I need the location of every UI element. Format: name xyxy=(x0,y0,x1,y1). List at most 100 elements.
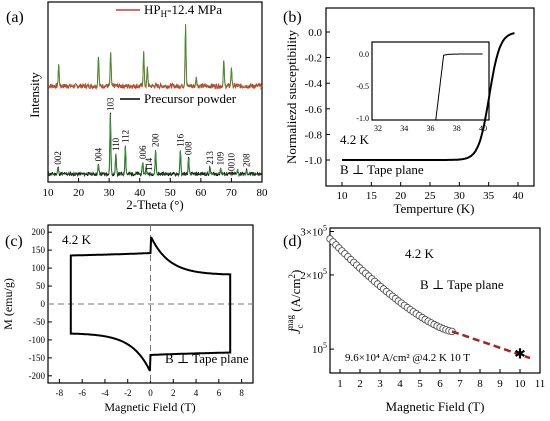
panel-d-xtick-label: 3 xyxy=(377,378,383,390)
panel-d-ylabel-sup: mag xyxy=(285,315,295,331)
panel-c-xtick-label: 2 xyxy=(171,388,176,398)
panel-d-marker-10T: ✱ xyxy=(514,347,526,362)
panel-b-inset-ytick-label: -1.0 xyxy=(356,114,369,123)
panel-d-ytick-label: 105 xyxy=(312,341,327,356)
panel-c-annotation-temp: 4.2 K xyxy=(62,232,92,247)
panel-b-inset-xtick-label: 40 xyxy=(479,124,487,133)
panel-a-xtick-label: 50 xyxy=(165,187,177,199)
panel-d-xtick-label: 9 xyxy=(497,378,503,390)
panel-b-ytick-label: 0.0 xyxy=(308,27,322,39)
panel-a-peak-label: 114 xyxy=(144,157,154,171)
panel-d-ytick-base: 3×10 xyxy=(300,227,323,239)
panel-a-xlabel: 2-Theta (°) xyxy=(126,197,184,212)
panel-d-annotation-temp: 4.2 K xyxy=(405,246,435,261)
panel-a-peak-label: 0010 xyxy=(226,153,236,172)
panel-c-annotation-field: B ⊥ Tape plane xyxy=(165,351,249,366)
panel-b-inset-xticks: 32 34 36 38 40 xyxy=(374,124,487,133)
panel-b-inset-xtick-label: 32 xyxy=(374,124,382,133)
panel-d-ytick-base: 10 xyxy=(312,344,324,356)
panel-d-xticks: 1 2 3 4 5 6 7 8 9 10 11 xyxy=(337,369,545,390)
panel-d-xtick-label: 8 xyxy=(477,378,483,390)
panel-a-series-precursor-fit xyxy=(48,113,262,175)
panel-b-ytick-label: -1.0 xyxy=(305,155,323,167)
panel-d-xtick-label: 11 xyxy=(535,378,546,390)
panel-b-xtick-label: 15 xyxy=(366,190,378,202)
panel-c-xtick-label: 0 xyxy=(148,388,153,398)
panel-d-series-points xyxy=(326,235,456,336)
panel-b-inset-xtick-label: 38 xyxy=(453,124,461,133)
panel-d-ytick-base: 2×10 xyxy=(300,270,323,282)
panel-b-ytick-label: -0.4 xyxy=(305,78,323,90)
panel-d-letter: (d) xyxy=(283,233,302,250)
panel-b: (b) Normaliezd susceptibility Temperture… xyxy=(283,7,535,216)
panel-b-inset-yticks: -1.0 -0.5 0.0 xyxy=(356,50,369,123)
panel-d-ytick-label: 2×105 xyxy=(300,267,327,282)
panel-d-xtick-label: 7 xyxy=(457,378,463,390)
panel-c-ytick-label: 50 xyxy=(36,281,46,291)
panel-c-xtick-label: -6 xyxy=(78,388,86,398)
panel-a-series-hp xyxy=(47,24,263,91)
panel-a-ylabel: Intensity xyxy=(27,72,42,118)
panel-a-letter: (a) xyxy=(6,9,24,26)
panel-d-xtick-label: 2 xyxy=(357,378,363,390)
panel-a-peak-label: 002 xyxy=(53,151,63,165)
panel-a-legend-hp: HPH-12.4 MPa xyxy=(144,2,222,19)
panel-b-inset-ytick-label: 0.0 xyxy=(359,50,369,59)
panel-c-ytick-label: -50 xyxy=(33,317,45,327)
panel-b-inset-ytick-label: -0.5 xyxy=(356,82,369,91)
panel-a-peak-label: 213 xyxy=(205,151,215,165)
panel-c-ytick-label: -100 xyxy=(29,335,46,345)
panel-d-ytick-label: 3×105 xyxy=(300,224,327,239)
panel-b-annotation-temp: 4.2 K xyxy=(340,132,370,147)
panel-a-legend-precursor: Precursor powder xyxy=(144,91,237,106)
panel-d-xlabel: Magnetic Field (T) xyxy=(386,399,485,414)
panel-a-xtick-label: 40 xyxy=(134,187,146,199)
panel-c-ytick-label: -150 xyxy=(29,353,46,363)
panel-b-ytick-label: -0.8 xyxy=(305,129,323,141)
panel-c-xtick-label: -8 xyxy=(56,388,64,398)
panel-d-xtick-label: 4 xyxy=(397,378,403,390)
panel-d-annotation-value: 9.6×10⁴ A/cm² @4.2 K 10 T xyxy=(345,352,470,364)
panel-d-xtick-label: 1 xyxy=(337,378,343,390)
panel-d-ytick-exp: 5 xyxy=(323,267,327,276)
panel-b-xtick-label: 40 xyxy=(513,190,525,202)
panel-b-inset-xtick-label: 34 xyxy=(400,124,408,133)
panel-b-inset-frame xyxy=(371,41,490,121)
panel-a-peak-label: 006 xyxy=(138,145,148,159)
panel-d-ytick-exp: 5 xyxy=(323,341,327,350)
panel-a-peak-label: 103 xyxy=(105,97,115,111)
panel-a-xtick-label: 10 xyxy=(43,187,55,199)
panel-c-xtick-label: -2 xyxy=(124,388,132,398)
panel-d-xtick-label: 10 xyxy=(515,378,527,390)
panel-b-xtick-label: 35 xyxy=(483,190,495,202)
panel-c-letter: (c) xyxy=(5,233,23,250)
panel-d-annotation-field: B ⊥ Tape plane xyxy=(420,277,504,292)
panel-a-xtick-label: 80 xyxy=(257,187,269,199)
panel-b-inset-xtick-label: 36 xyxy=(427,124,435,133)
panel-c-xtick-label: 6 xyxy=(217,388,222,398)
panel-a-xtick-label: 70 xyxy=(226,187,238,199)
panel-a-legend-hp-main: HP xyxy=(144,2,161,17)
panel-a-peak-label: 008 xyxy=(184,141,194,155)
panel-c-ylabel: M (emu/g) xyxy=(1,278,15,330)
panel-a-series-hp-fit xyxy=(48,23,262,87)
panel-c-ytick-label: 100 xyxy=(32,263,46,273)
panel-b-inset-series xyxy=(435,53,483,121)
panel-a-peak-label: 109 xyxy=(216,151,226,165)
panel-c-xtick-label: 4 xyxy=(194,388,199,398)
panel-a: (a) Intensity 2-Theta (°) 10 20 30 40 50 60 70… xyxy=(6,1,269,212)
panel-d-ylabel-unit-sup: 2 xyxy=(287,274,297,279)
panel-c-series-hysteresis-loop xyxy=(69,236,232,372)
panel-d-ylabel-sub: c xyxy=(295,325,305,329)
panel-b-xlabel: Temperture (K) xyxy=(393,201,474,216)
panel-b-ytick-label: -0.2 xyxy=(305,53,322,65)
panel-d-ytick-exp: 5 xyxy=(323,224,327,233)
panel-a-peak-label: 116 xyxy=(175,133,185,147)
panel-b-series-susceptibility xyxy=(342,32,515,161)
panel-a-peak-label: 110 xyxy=(111,137,121,151)
panel-c-xlabel: Magnetic Field (T) xyxy=(104,400,195,414)
panel-d-xtick-label: 5 xyxy=(417,378,423,390)
panel-a-legend-hp-sub: H xyxy=(161,9,168,19)
